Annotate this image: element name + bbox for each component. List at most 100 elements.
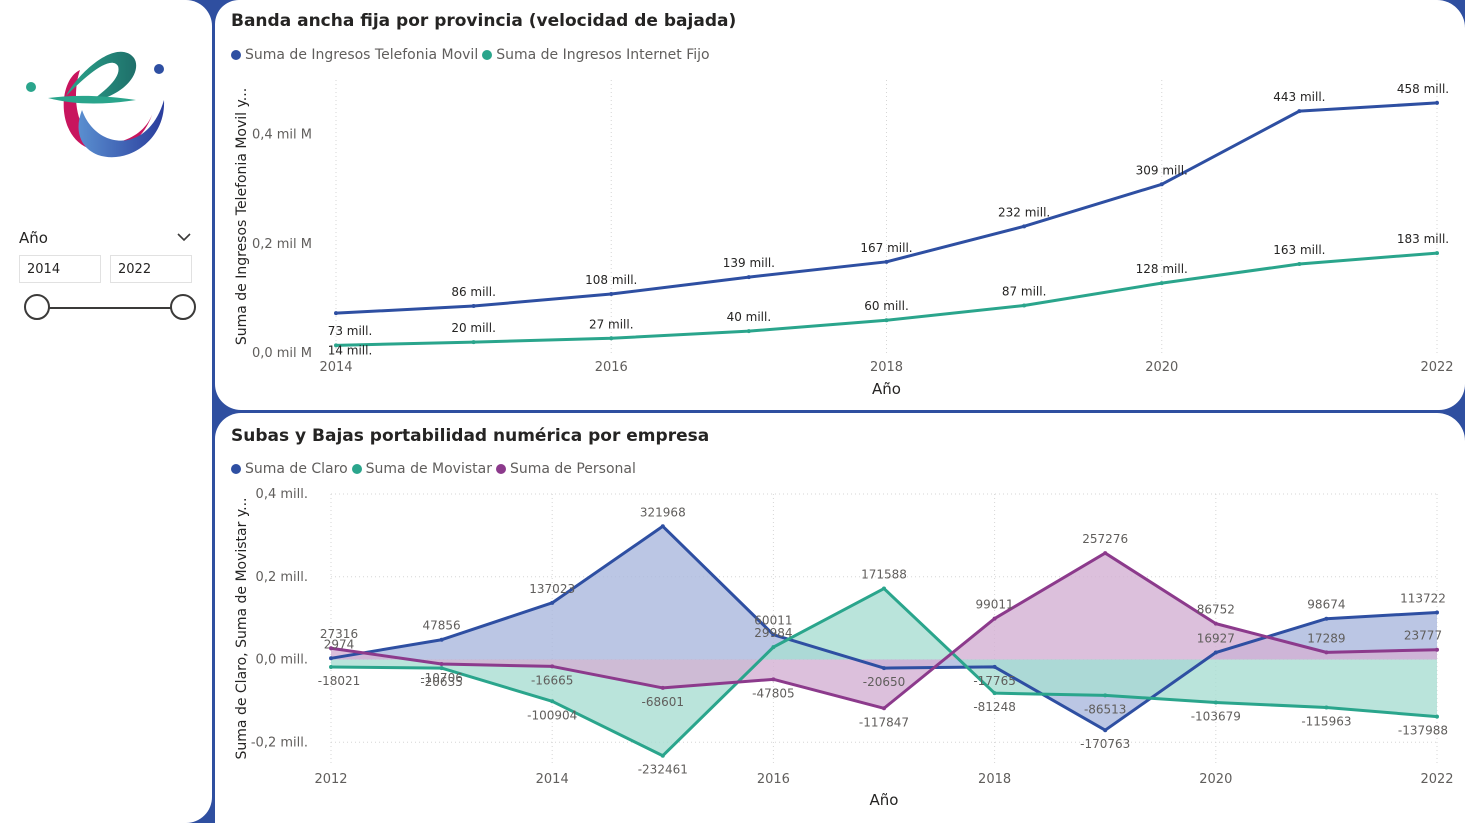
chart2-data-label: -170763: [1080, 737, 1130, 751]
chevron-down-icon[interactable]: [175, 229, 193, 245]
chart2-data-point: [1324, 705, 1329, 710]
chart1-x-tick-label: 2014: [319, 360, 352, 375]
chart2-x-tick-label: 2018: [978, 772, 1011, 787]
chart1-data-point: [471, 304, 476, 309]
slider-track[interactable]: [37, 307, 183, 309]
chart1-x-tick-label: 2022: [1420, 360, 1453, 375]
chart2-data-label: -81248: [973, 700, 1016, 714]
chart1-data-label: 40 mill.: [727, 310, 772, 324]
chart2-data-label: -100904: [527, 708, 577, 722]
chart2-title: Subas y Bajas portabilidad numérica por …: [231, 426, 710, 446]
chart1-data-point: [1159, 182, 1164, 187]
slider-handle-start[interactable]: [24, 294, 50, 320]
chart1-data-point: [746, 329, 751, 334]
chart2-data-point: [1324, 616, 1329, 621]
chart2-y-tick-label: -0,2 mill.: [251, 735, 308, 750]
line-chart-card: Banda ancha fija por provincia (velocida…: [215, 0, 1465, 410]
slicer-to-input[interactable]: 2022: [110, 255, 192, 283]
chart1-data-point: [1297, 262, 1302, 267]
chart2-data-point: [329, 646, 333, 651]
legend-item-personal[interactable]: Suma de Personal: [495, 461, 636, 477]
chart2-data-point: [550, 664, 555, 669]
chart2-y-tick-label: 0,0 mill.: [256, 653, 308, 668]
chart2-data-point: [1103, 728, 1108, 733]
chart1-data-point: [884, 318, 889, 323]
chart2-data-label: -17765: [973, 674, 1016, 688]
chart2-data-label: 98674: [1307, 598, 1345, 612]
chart1-data-point: [1297, 109, 1302, 114]
chart2-data-point: [992, 691, 997, 696]
chart2-data-label: -68601: [642, 695, 685, 709]
chart2-data-label: 321968: [640, 505, 686, 519]
chart1-data-point: [1022, 303, 1027, 308]
chart1-data-label: 108 mill.: [585, 273, 637, 287]
chart2-data-point: [1324, 650, 1329, 655]
chart2-data-label: 171588: [861, 568, 907, 582]
chart2-data-point: [1213, 700, 1218, 705]
legend-item-internet[interactable]: Suma de Ingresos Internet Fijo: [482, 47, 710, 63]
chart2-data-point: [550, 699, 555, 704]
chart2-data-point: [550, 600, 555, 605]
chart2-data-label: -232461: [638, 763, 688, 777]
area-chart-card: Subas y Bajas portabilidad numérica por …: [215, 413, 1465, 823]
chart1-y-tick-label: 0,0 mil M: [252, 346, 312, 361]
chart2-data-point: [771, 677, 776, 682]
chart2-data-point: [1213, 621, 1218, 626]
chart2-data-point: [660, 753, 665, 758]
chart1-data-label: 73 mill.: [328, 324, 373, 338]
chart2-x-tick-label: 2012: [314, 772, 347, 787]
chart1-legend: Suma de Ingresos Telefonia Movil Suma de…: [231, 47, 714, 63]
chart2-data-point: [1213, 650, 1218, 655]
legend-dot-claro: [231, 464, 241, 474]
chart1-data-label: 86 mill.: [451, 285, 496, 299]
chart1-data-point: [609, 292, 614, 297]
chart1-data-label: 163 mill.: [1273, 243, 1325, 257]
chart1-title: Banda ancha fija por provincia (velocida…: [231, 11, 737, 31]
legend-item-claro[interactable]: Suma de Claro: [231, 461, 348, 477]
slicer-from-input[interactable]: 2014: [19, 255, 101, 283]
chart2-data-label: 29984: [754, 626, 792, 640]
enacom-logo: [26, 51, 165, 158]
chart2-plot: 2012 2014 2016 2018 2020 2022 0,4 mill. 0,2 mil…: [234, 487, 1454, 809]
legend-label-movistar: Suma de Movistar: [365, 461, 492, 477]
chart2-data-point: [992, 616, 997, 621]
chart1-data-label: 20 mill.: [451, 321, 496, 335]
chart2-data-label: 257276: [1082, 532, 1128, 546]
chart1-y-tick-label: 0,2 mil M: [252, 237, 312, 252]
chart1-data-label: 60 mill.: [864, 299, 909, 313]
chart2-x-tick-label: 2014: [536, 772, 569, 787]
chart2-data-label: -137988: [1398, 724, 1448, 738]
chart2-data-label: -18021: [318, 674, 361, 688]
chart2-area-fill-1: [331, 588, 1437, 756]
chart2-data-label: -115963: [1301, 715, 1351, 729]
chart1-data-point: [884, 259, 889, 264]
chart1-plot: 2014 2016 2018 2020 2022 0,0 mil M 0,2 mil M 0,…: [234, 80, 1454, 398]
chart2-data-label: -10706: [420, 671, 463, 685]
slider-handle-end[interactable]: [170, 294, 196, 320]
chart2-area-fill-2: [331, 553, 1437, 709]
chart2-data-label: 99011: [976, 598, 1014, 612]
chart2-data-label: -86513: [1084, 702, 1127, 716]
chart2-data-point: [1435, 647, 1439, 652]
legend-label-internet: Suma de Ingresos Internet Fijo: [496, 47, 710, 63]
chart1-data-point: [1159, 281, 1164, 286]
chart2-data-point: [1103, 693, 1108, 698]
chart1-x-tick-label: 2020: [1145, 360, 1178, 375]
chart2-data-label: -103679: [1191, 709, 1241, 723]
chart1-y-tick-label: 0,4 mil M: [252, 128, 312, 143]
chart2-data-label: -20635: [420, 675, 463, 689]
chart2-data-point: [882, 666, 886, 671]
chart1-data-label: 14 mill.: [328, 343, 373, 357]
chart1-x-axis-title: Año: [872, 380, 901, 398]
chart2-data-label: -117847: [859, 715, 909, 729]
chart1-data-label: 309 mill.: [1136, 163, 1188, 177]
chart1-data-label: 139 mill.: [723, 256, 775, 270]
chart1-data-label: 128 mill.: [1136, 262, 1188, 276]
filter-sidebar: Año 2014 2022: [0, 0, 212, 823]
chart2-data-point: [771, 632, 776, 637]
legend-item-movil[interactable]: Suma de Ingresos Telefonia Movil: [231, 47, 478, 63]
legend-item-movistar[interactable]: Suma de Movistar: [351, 461, 492, 477]
chart2-x-tick-label: 2022: [1420, 772, 1453, 787]
chart1-data-point: [609, 336, 614, 341]
chart2-data-label: -16665: [531, 673, 574, 687]
